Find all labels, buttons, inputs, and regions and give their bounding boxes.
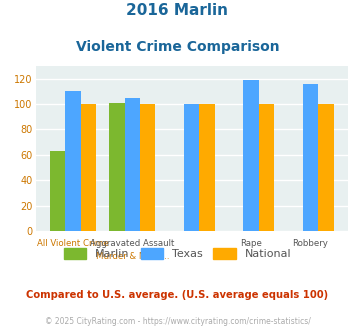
Bar <box>303 84 318 231</box>
Bar <box>50 151 65 231</box>
Text: Murder & Mans...: Murder & Mans... <box>95 252 169 261</box>
Text: © 2025 CityRating.com - https://www.cityrating.com/crime-statistics/: © 2025 CityRating.com - https://www.city… <box>45 317 310 326</box>
Text: Compared to U.S. average. (U.S. average equals 100): Compared to U.S. average. (U.S. average … <box>26 290 329 300</box>
Legend: Marlin, Texas, National: Marlin, Texas, National <box>59 243 296 263</box>
Bar <box>140 104 155 231</box>
Text: All Violent Crime: All Violent Crime <box>37 239 109 248</box>
Bar <box>184 104 200 231</box>
Bar <box>259 104 274 231</box>
Bar <box>125 98 140 231</box>
Text: 2016 Marlin: 2016 Marlin <box>126 3 229 18</box>
Bar <box>200 104 215 231</box>
Bar <box>109 103 125 231</box>
Bar <box>244 80 259 231</box>
Text: Violent Crime Comparison: Violent Crime Comparison <box>76 40 279 53</box>
Bar <box>65 91 81 231</box>
Text: Rape: Rape <box>240 239 262 248</box>
Bar <box>318 104 334 231</box>
Text: Robbery: Robbery <box>293 239 328 248</box>
Bar <box>81 104 96 231</box>
Text: Aggravated Assault: Aggravated Assault <box>90 239 174 248</box>
